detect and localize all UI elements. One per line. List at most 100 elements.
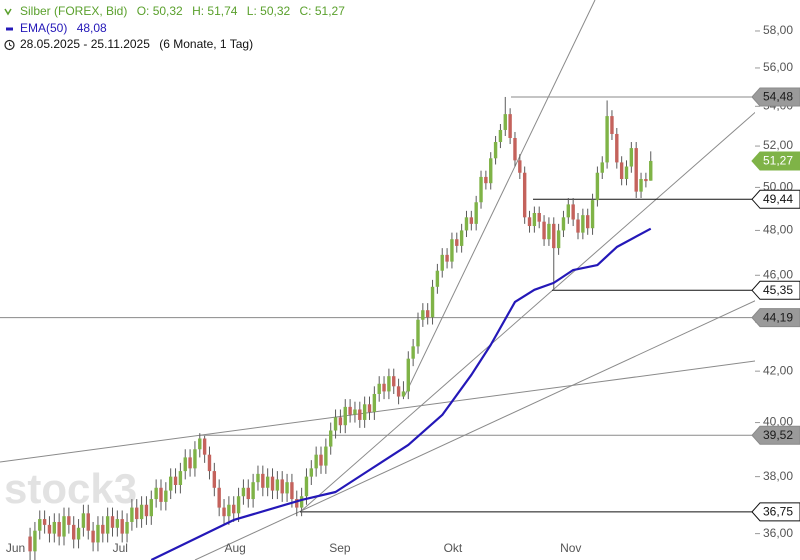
- candle-body: [484, 176, 488, 184]
- candle-body: [275, 479, 280, 491]
- candle-body: [319, 454, 323, 466]
- candle-body: [455, 239, 459, 246]
- candle-body: [217, 487, 221, 508]
- collapse-icon[interactable]: [4, 8, 12, 16]
- x-tick-label: Aug: [225, 541, 246, 555]
- candle-body: [566, 204, 571, 218]
- candle-body: [256, 473, 260, 483]
- candle-body: [474, 202, 478, 224]
- y-tick-label: 48,00: [763, 223, 793, 237]
- x-tick-label: Nov: [560, 541, 581, 555]
- candle-body: [610, 116, 614, 134]
- legend-value: 48,08: [77, 21, 107, 35]
- candle-body: [367, 404, 372, 413]
- candle-body: [188, 457, 192, 469]
- candle-body: [619, 162, 624, 180]
- candle-body: [28, 536, 32, 552]
- candle-body: [72, 524, 76, 540]
- candle-body: [338, 417, 343, 426]
- candle-body: [91, 530, 95, 543]
- candle-body: [459, 230, 464, 246]
- candle-body: [198, 438, 202, 450]
- y-tick-label: 56,00: [763, 60, 793, 74]
- candle-body: [489, 158, 493, 184]
- candle-body: [67, 516, 71, 525]
- x-tick-label: Okt: [444, 541, 463, 555]
- y-tick-label: 46,00: [763, 267, 793, 281]
- candle-body: [503, 114, 507, 130]
- ohlc: O: 50,32: [137, 4, 183, 18]
- candle-body: [542, 221, 546, 240]
- candle-body: [227, 504, 231, 517]
- candle-body: [62, 516, 66, 537]
- candle-body: [464, 217, 469, 231]
- candle-body: [615, 133, 619, 163]
- candle-body: [581, 215, 585, 233]
- candle-body: [498, 129, 503, 143]
- candle-body: [135, 507, 139, 520]
- level-label: 36,75: [763, 505, 793, 519]
- x-tick-label: Sep: [329, 541, 351, 555]
- candle-body: [86, 513, 90, 531]
- candle-body: [154, 487, 158, 500]
- candle-body: [47, 524, 52, 534]
- candle-body: [445, 254, 449, 262]
- title: Silber (FOREX, Bid): [20, 4, 127, 18]
- candle-body: [576, 219, 580, 233]
- candle-body: [595, 172, 600, 201]
- candle-body: [241, 487, 246, 497]
- candle-body: [159, 487, 163, 502]
- trend-line: [404, 0, 596, 396]
- candle-body: [304, 476, 309, 497]
- candle-body: [96, 524, 100, 543]
- candle-body: [164, 490, 168, 502]
- level-label: 49,44: [763, 192, 793, 206]
- candle-body: [57, 521, 61, 537]
- y-tick-label: 58,00: [763, 23, 793, 37]
- candle-body: [358, 409, 362, 420]
- level-labels: 54,48 51,27 49,44 45,35 44,19 39,52 36,75: [751, 87, 800, 522]
- candle-body: [333, 417, 338, 431]
- y-tick-label: 42,00: [763, 363, 793, 377]
- candle-body: [105, 516, 110, 534]
- candle-body: [251, 482, 255, 500]
- candle-body: [513, 137, 517, 161]
- level-tag: [751, 87, 800, 107]
- legend-ema: EMA(50) 48,08: [20, 21, 107, 35]
- candle-body: [130, 507, 134, 522]
- level-label: 39,52: [763, 428, 793, 442]
- candle-body: [265, 476, 270, 488]
- trend-line: [194, 300, 755, 560]
- candle-body: [522, 172, 527, 218]
- candle-body: [81, 513, 86, 528]
- candle-body: [38, 519, 42, 531]
- ohlc: H: 51,74: [192, 4, 238, 18]
- candle-body: [348, 406, 352, 415]
- level-tag: [751, 151, 800, 171]
- candle-body: [299, 496, 304, 508]
- watermark: stock3: [4, 465, 137, 512]
- candle-body: [168, 476, 173, 491]
- level-tag: [751, 502, 800, 522]
- legend-name: EMA(50): [20, 21, 67, 35]
- candle-body: [42, 519, 47, 525]
- candle-body: [139, 504, 144, 520]
- candle-body: [532, 213, 537, 227]
- levels: [0, 96, 755, 513]
- candle-body: [144, 504, 149, 517]
- ema-layer: [150, 227, 652, 560]
- candle-body: [178, 471, 183, 485]
- level-tag: [751, 189, 800, 209]
- candle-body: [193, 449, 197, 469]
- x-tick-label: Jul: [113, 541, 128, 555]
- period: (6 Monate, 1 Tag): [159, 37, 253, 51]
- trend-line: [299, 111, 755, 513]
- legend: Silber (FOREX, Bid) O: 50,32 H: 51,74 L:…: [4, 4, 345, 51]
- candle-body: [430, 286, 435, 318]
- ema-line: [150, 227, 652, 560]
- date-range: 28.05.2025 - 25.11.2025: [20, 37, 150, 51]
- candle-body: [372, 393, 377, 413]
- candle-body: [450, 239, 454, 262]
